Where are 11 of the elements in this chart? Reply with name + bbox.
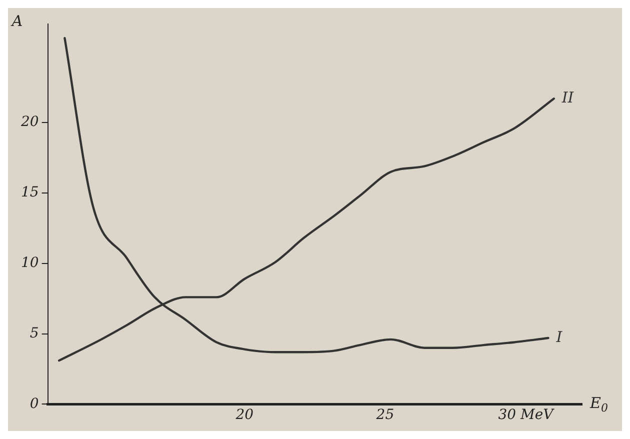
y-tick-label: 0 — [30, 396, 39, 412]
y-tick-label: 10 — [20, 255, 39, 272]
y-axis-title: A — [10, 12, 23, 30]
y-tick-label: 15 — [20, 184, 39, 201]
series-label: II — [560, 88, 575, 107]
x-tick-label: 25 — [375, 407, 394, 424]
y-tick-label: 20 — [20, 114, 39, 130]
y-tick-label: 5 — [30, 325, 39, 342]
x-tick-label: 30 MeV — [498, 407, 556, 424]
series-label: I — [555, 328, 564, 346]
x-tick-label: 20 — [234, 407, 254, 424]
